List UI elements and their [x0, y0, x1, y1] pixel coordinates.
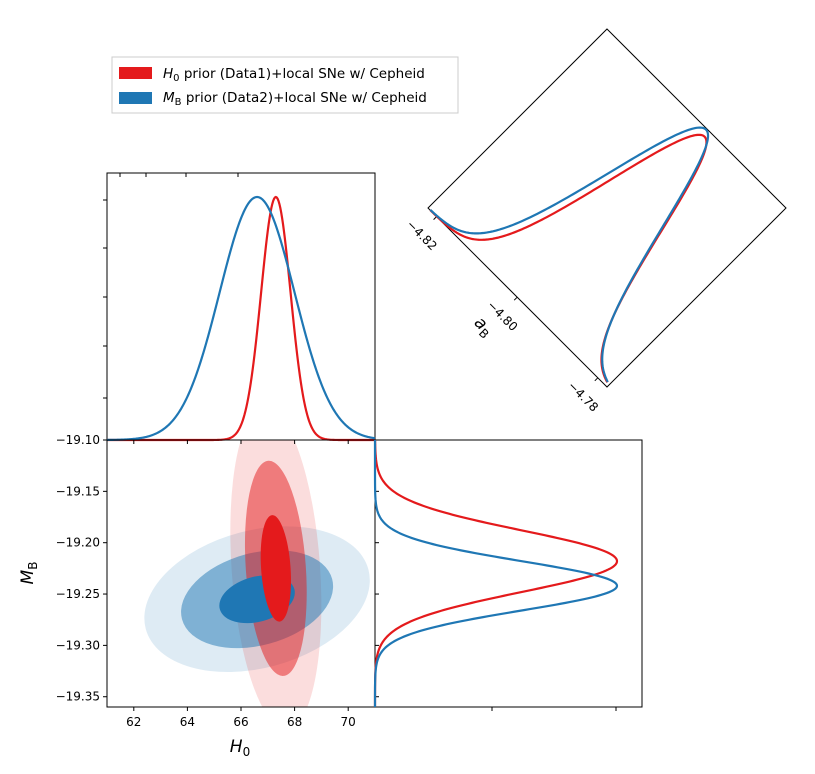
ab-tick-label-0: −4.82 — [404, 217, 440, 253]
x-tick-label-1: 64 — [180, 715, 195, 729]
legend-label-blue: MB prior (Data2)+local SNe w/ Cepheid — [163, 90, 427, 108]
x-tick-label-4: 70 — [341, 715, 356, 729]
ab-axis-label: aB — [468, 313, 497, 342]
y-tick-label-2: −19.20 — [56, 536, 100, 550]
mb-marginal-panel — [373, 439, 643, 711]
ab-tick-2 — [594, 377, 599, 382]
h0-marginal-curve-1 — [106, 195, 376, 442]
legend-swatch-blue — [119, 92, 152, 104]
y-tick-label-0: −19.10 — [56, 433, 100, 447]
y-tick-label-3: −19.25 — [56, 587, 100, 601]
joint-panel: 62 64 66 68 70 −19.10 −19.15 −19.20 −19.25 −19.3… — [18, 433, 379, 759]
contour-red-level-1 — [260, 515, 292, 622]
legend-swatch-red — [119, 67, 152, 79]
ab-tick-label-1: −4.80 — [484, 298, 520, 334]
ab-tick-1 — [513, 296, 518, 301]
y-axis-label: MB — [18, 562, 40, 585]
x-tick-label-0: 62 — [126, 715, 141, 729]
x-tick-label-3: 68 — [287, 715, 302, 729]
legend-frame — [111, 56, 459, 114]
x-axis-label: H0 — [230, 737, 250, 759]
h0-marginal-panel — [103, 172, 376, 442]
ab-marginal-curve-0 — [429, 133, 708, 383]
y-tick-label-5: −19.35 — [56, 690, 100, 704]
y-tick-label-4: −19.30 — [56, 638, 100, 652]
legend-label-red: H0 prior (Data1)+local SNe w/ Cepheid — [163, 66, 425, 84]
ab-rotated-panel: aB −4.82 −4.80 −4.78 — [404, 28, 787, 415]
mb-marginal-curve-0 — [373, 439, 619, 707]
h0-marginal-curve-0 — [107, 195, 375, 442]
mb-marginal-curve-1 — [373, 440, 619, 707]
y-tick-label-1: −19.15 — [56, 484, 100, 498]
x-tick-label-2: 66 — [233, 715, 248, 729]
legend: H0 prior (Data1)+local SNe w/ Cepheid MB… — [111, 56, 459, 114]
ab-marginal-curve-1 — [429, 126, 710, 383]
ab-tick-label-2: −4.78 — [565, 379, 601, 415]
